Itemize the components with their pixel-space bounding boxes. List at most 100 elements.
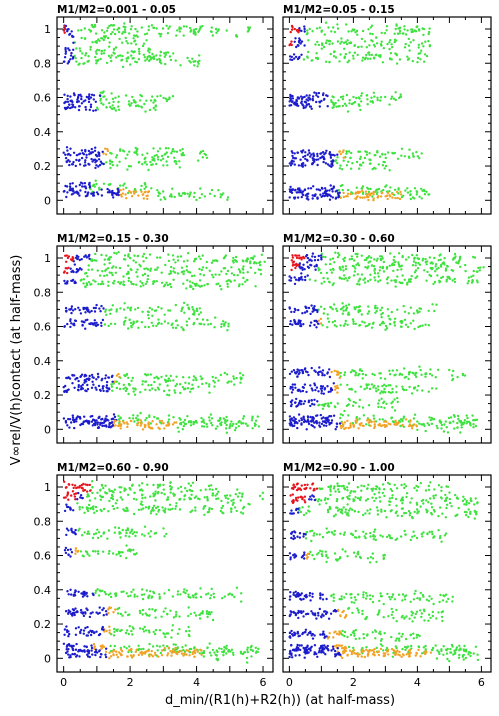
point-green (385, 327, 389, 330)
point-blue (83, 321, 86, 324)
point-green (124, 534, 127, 538)
point-green (211, 34, 214, 37)
point-orange (160, 654, 164, 657)
point-green (200, 416, 203, 420)
point-green (174, 505, 178, 508)
point-green (168, 272, 171, 276)
point-orange (183, 652, 186, 655)
point-green (222, 192, 225, 195)
point-green (178, 628, 181, 631)
point-green (405, 388, 408, 392)
point-green (233, 259, 237, 262)
point-green (162, 483, 165, 487)
point-blue (80, 268, 83, 271)
point-green (157, 194, 160, 198)
point-green (230, 648, 234, 651)
point-green (164, 263, 167, 267)
point-green (341, 95, 345, 98)
point-blue (322, 416, 325, 419)
point-green (341, 312, 344, 315)
point-blue (311, 310, 314, 313)
point-green (193, 421, 196, 424)
point-red (291, 254, 294, 257)
point-green (421, 423, 424, 426)
point-orange (117, 424, 121, 427)
point-orange (153, 651, 157, 655)
point-green (212, 596, 216, 599)
point-green (185, 287, 188, 290)
point-blue (81, 422, 85, 426)
point-blue (80, 258, 83, 261)
point-blue (84, 327, 87, 330)
point-green (179, 383, 182, 386)
point-green (127, 270, 130, 274)
point-green (311, 59, 314, 62)
point-green (187, 593, 190, 596)
point-green (365, 153, 369, 156)
point-green (175, 34, 178, 37)
point-blue (313, 91, 316, 94)
point-green (103, 95, 106, 98)
point-green (382, 260, 386, 264)
point-green (122, 321, 126, 324)
point-green (186, 259, 189, 262)
point-green (205, 610, 209, 613)
point-green (142, 260, 145, 263)
point-green (339, 95, 343, 99)
point-green (155, 162, 158, 166)
point-green (227, 497, 230, 500)
point-green (362, 278, 365, 282)
point-green (409, 193, 412, 197)
point-green (334, 56, 338, 59)
point-green (432, 282, 435, 286)
point-green (163, 378, 167, 381)
point-green (127, 264, 130, 267)
point-green (127, 279, 130, 282)
point-blue (315, 188, 318, 191)
point-green (141, 281, 144, 285)
point-green (239, 271, 242, 274)
point-green (390, 279, 393, 282)
point-blue (301, 165, 304, 168)
point-green (166, 645, 169, 648)
point-blue (74, 319, 78, 323)
point-green (459, 431, 462, 434)
point-green (105, 29, 109, 32)
point-green (422, 33, 425, 37)
point-green (108, 488, 111, 491)
point-orange (195, 648, 198, 651)
point-green (424, 375, 427, 378)
point-green (143, 187, 146, 190)
point-orange (344, 426, 347, 430)
point-green (351, 318, 355, 321)
point-blue (310, 387, 313, 390)
point-blue (293, 40, 296, 43)
point-blue (75, 271, 78, 274)
point-green (453, 252, 457, 256)
point-green (87, 530, 90, 533)
point-green (148, 389, 151, 392)
point-green (101, 91, 104, 95)
point-blue (77, 379, 80, 383)
point-green (383, 32, 387, 35)
point-green (123, 302, 126, 305)
point-blue (310, 366, 313, 370)
point-green (225, 423, 228, 427)
point-green (337, 252, 340, 255)
point-blue (81, 611, 85, 614)
point-green (386, 276, 390, 279)
point-orange (111, 650, 114, 653)
point-orange (342, 149, 345, 152)
point-green (121, 528, 125, 532)
point-green (398, 281, 401, 284)
point-green (182, 424, 185, 428)
point-green (98, 39, 101, 43)
point-blue (65, 146, 69, 149)
point-green (182, 260, 186, 263)
point-blue (77, 491, 80, 495)
point-green (326, 326, 329, 329)
point-blue (302, 162, 305, 165)
point-green (353, 306, 356, 309)
point-blue (94, 386, 97, 389)
point-blue (306, 256, 310, 260)
